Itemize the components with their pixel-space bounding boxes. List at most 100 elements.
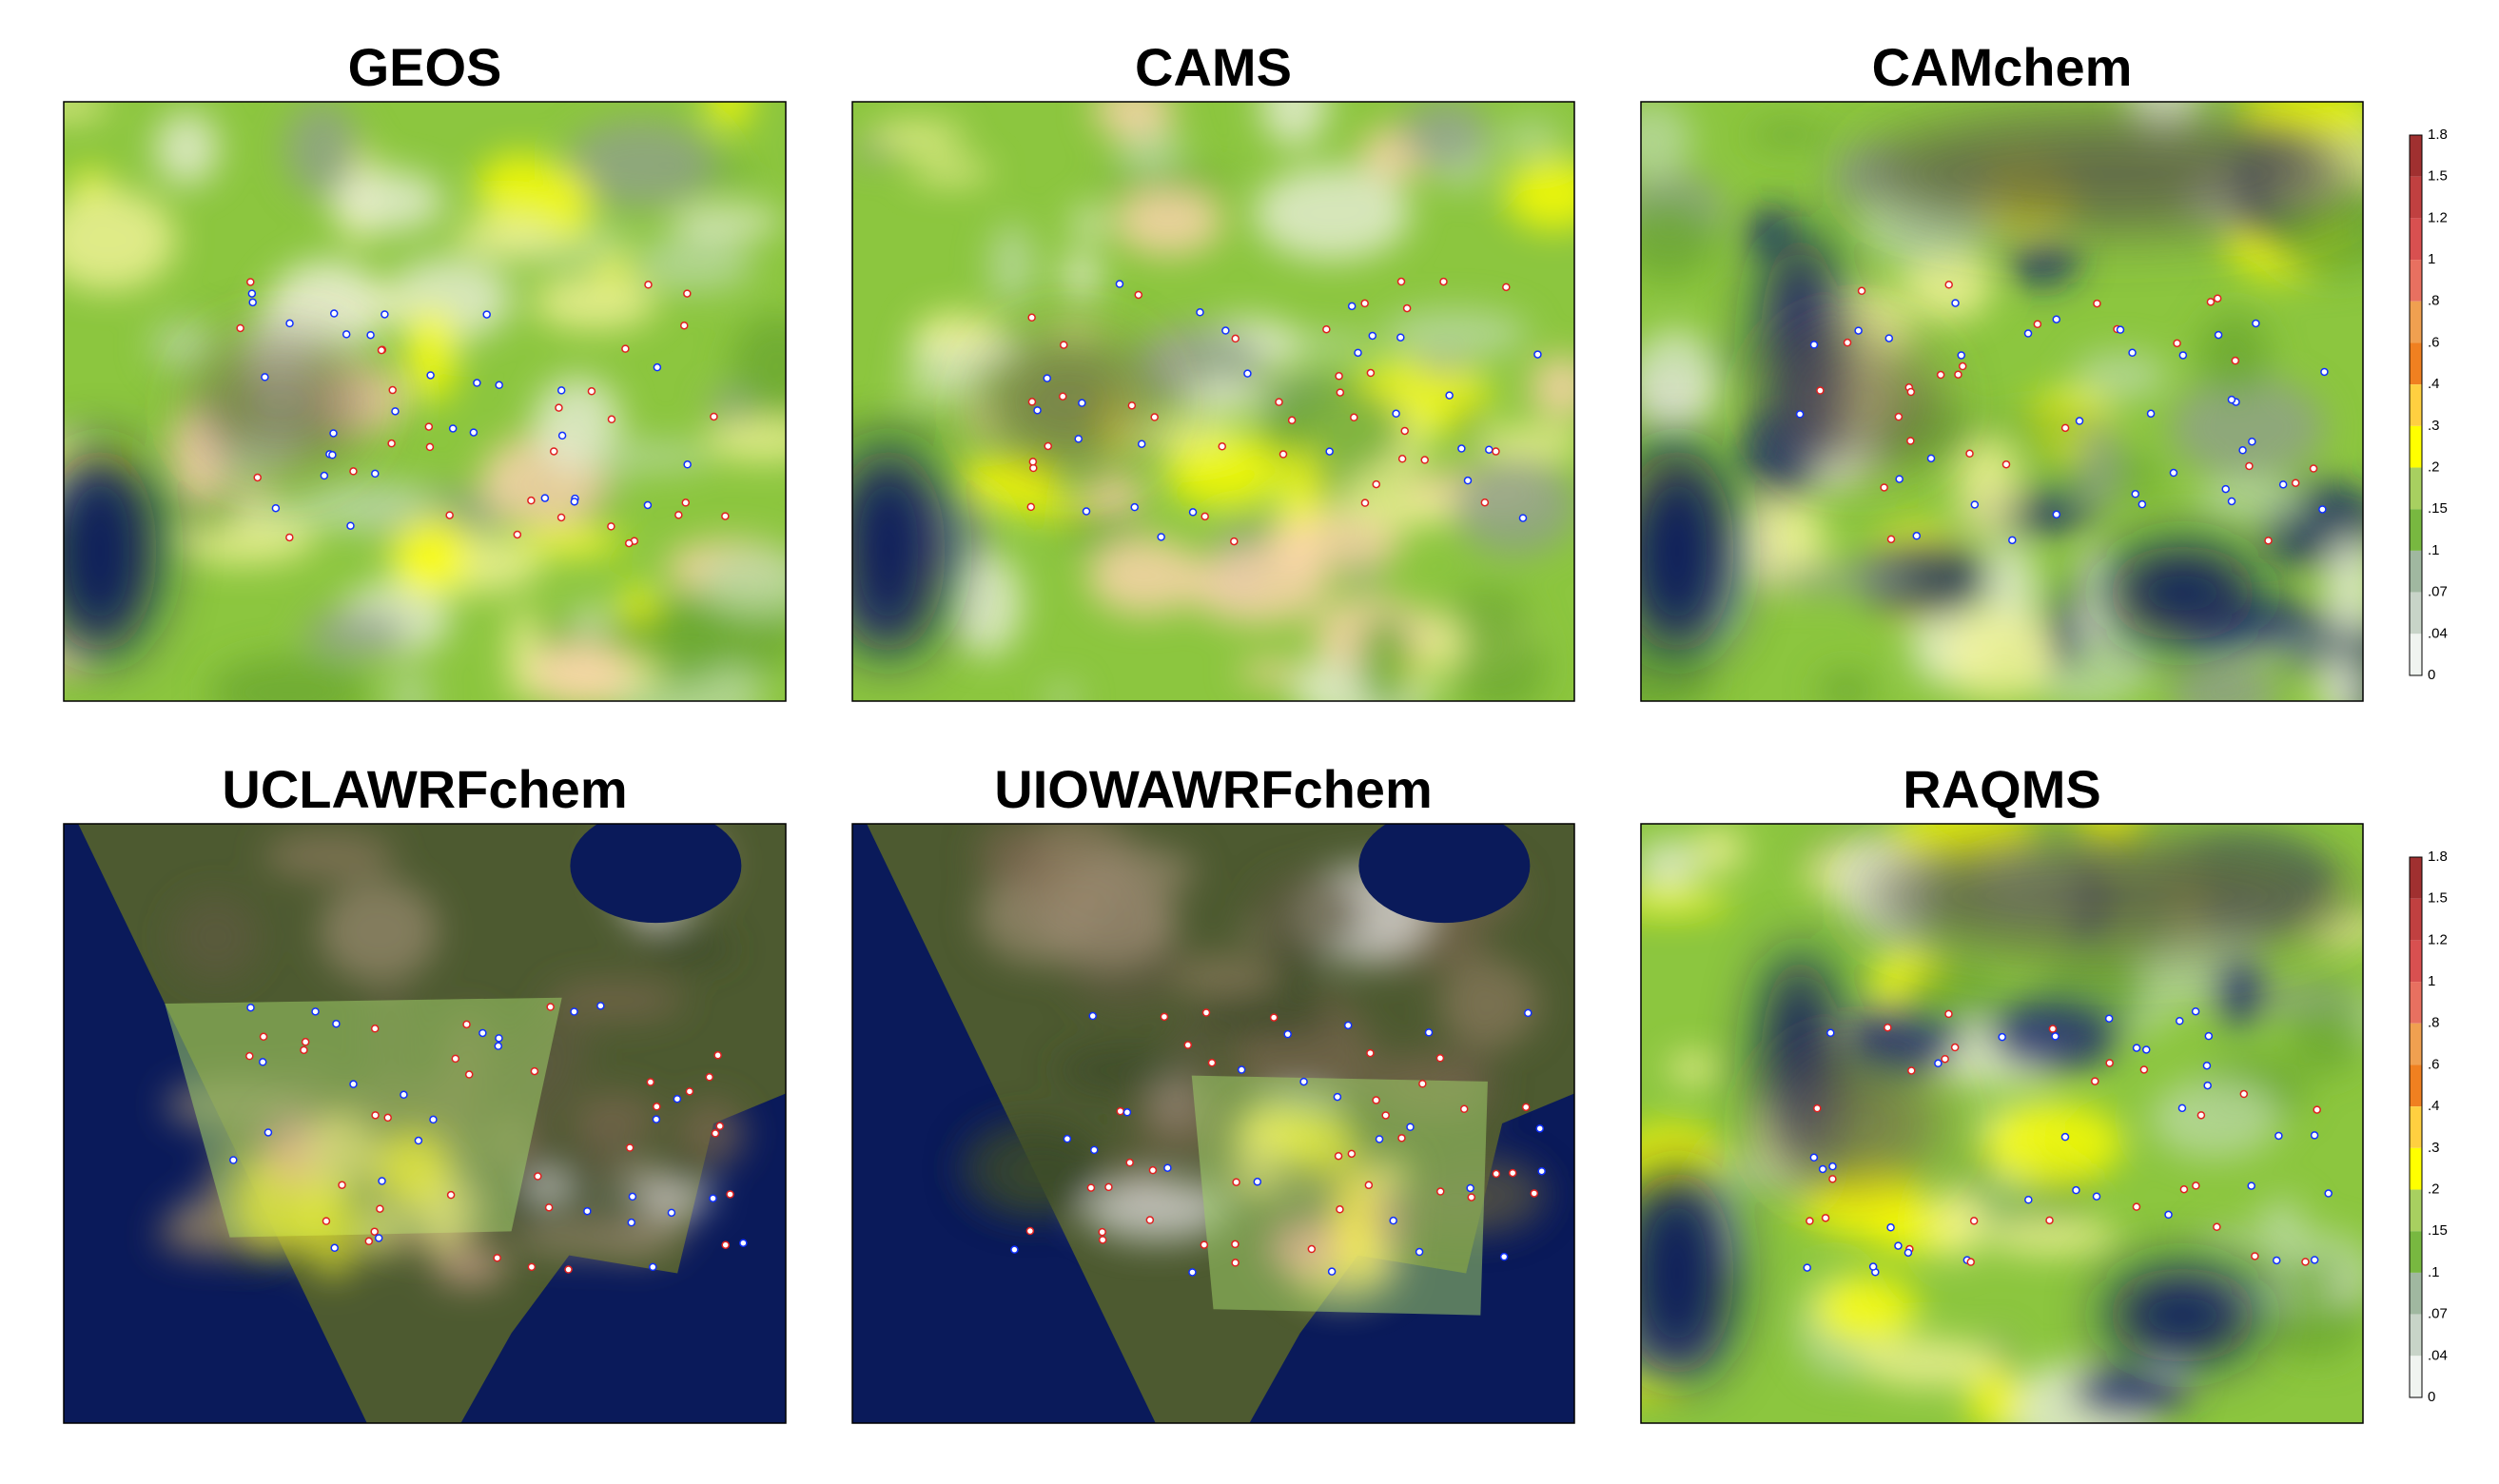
site-marker [1950, 1043, 1960, 1052]
site-marker [1325, 447, 1334, 456]
site-marker [1502, 283, 1511, 292]
site-marker [1435, 1187, 1445, 1196]
blob [2050, 589, 2083, 674]
site-marker [2116, 325, 2125, 334]
site-marker [534, 1172, 542, 1181]
site-marker [530, 1066, 539, 1076]
site-marker [1518, 514, 1528, 522]
blob [284, 102, 360, 197]
blob [1445, 588, 1529, 638]
terrain [960, 1118, 1102, 1220]
blob [852, 140, 895, 162]
colorbar-segment [2410, 1356, 2422, 1397]
site-marker [1969, 1217, 1979, 1225]
site-marker [570, 498, 579, 506]
site-marker [246, 1003, 255, 1012]
site-marker [1884, 334, 1894, 342]
colorbar-frame [2409, 856, 2423, 1398]
blob [2169, 658, 2279, 701]
dark-region [1771, 1057, 1943, 1190]
blob [1904, 961, 1996, 1025]
site-marker [2203, 1081, 2212, 1090]
blob [2257, 1198, 2307, 1259]
blob [988, 223, 1036, 307]
colorbar-segment [2410, 342, 2422, 385]
colorbar-segment [2410, 1064, 2422, 1107]
blob [149, 320, 217, 370]
site-marker [2139, 1065, 2149, 1074]
site-marker [644, 281, 653, 289]
site-marker [2048, 1025, 2058, 1033]
site-marker [371, 469, 380, 478]
colorbar-segment [2410, 634, 2422, 675]
site-marker [1335, 372, 1343, 381]
site-marker [1880, 483, 1888, 492]
site-marker [1418, 1080, 1427, 1088]
map-panel [852, 824, 1574, 1423]
blob [1529, 355, 1574, 420]
site-marker [245, 1051, 254, 1061]
colorbar-segment [2410, 384, 2422, 426]
blob [1992, 410, 2115, 439]
site-marker [1115, 280, 1124, 288]
blob [303, 1180, 362, 1279]
site-marker [1420, 456, 1429, 464]
site-marker [2104, 1014, 2114, 1023]
blob [1266, 1216, 1349, 1278]
blob [730, 313, 786, 416]
site-marker [1137, 439, 1146, 448]
blob [2317, 653, 2361, 701]
site-marker [1098, 1236, 1107, 1244]
blob [327, 169, 445, 234]
site-marker [653, 1103, 661, 1111]
site-marker [1327, 1267, 1337, 1276]
site-marker [271, 503, 281, 513]
site-marker [1895, 475, 1904, 483]
colorbar-label: .4 [2428, 1098, 2440, 1114]
site-marker [1150, 413, 1159, 421]
site-marker [1854, 326, 1863, 335]
map-panel [1641, 102, 2363, 701]
site-marker [1389, 1216, 1397, 1225]
site-marker [1375, 1135, 1384, 1143]
blob [432, 1245, 507, 1286]
site-marker [370, 1025, 380, 1033]
site-marker [329, 309, 339, 318]
blob [529, 639, 631, 701]
blob [1005, 497, 1097, 517]
site-marker [1127, 401, 1137, 410]
colorbar-label: .15 [2428, 1222, 2448, 1239]
bay [1358, 824, 1531, 924]
site-marker [555, 403, 563, 412]
site-marker [388, 385, 397, 395]
site-marker [2105, 1059, 2114, 1067]
site-marker [1188, 508, 1198, 517]
site-marker [649, 1262, 657, 1272]
site-marker [332, 1019, 341, 1028]
site-marker [2202, 1061, 2212, 1070]
site-marker [1218, 442, 1226, 451]
site-marker [2248, 437, 2256, 446]
site-marker [1201, 1008, 1211, 1017]
site-marker [1130, 502, 1139, 512]
site-marker [1200, 1240, 1209, 1249]
blob [1859, 1338, 2000, 1387]
site-marker [1350, 413, 1358, 422]
site-marker [1912, 532, 1922, 540]
site-marker [1998, 1032, 2006, 1042]
blob [304, 608, 408, 658]
colorbar-label: .07 [2428, 584, 2448, 600]
site-marker [1944, 281, 1953, 289]
site-marker [2247, 1181, 2255, 1190]
site-marker [1795, 410, 1805, 419]
site-marker [495, 381, 503, 390]
site-marker [1406, 1123, 1415, 1132]
site-marker [1354, 348, 1362, 358]
site-marker [1537, 1166, 1546, 1176]
site-marker [1336, 1205, 1344, 1214]
site-marker [1059, 341, 1068, 349]
site-marker [1508, 1168, 1517, 1178]
site-marker [2191, 1006, 2200, 1016]
site-marker [2132, 1202, 2141, 1211]
panel-frame [851, 823, 1575, 1424]
